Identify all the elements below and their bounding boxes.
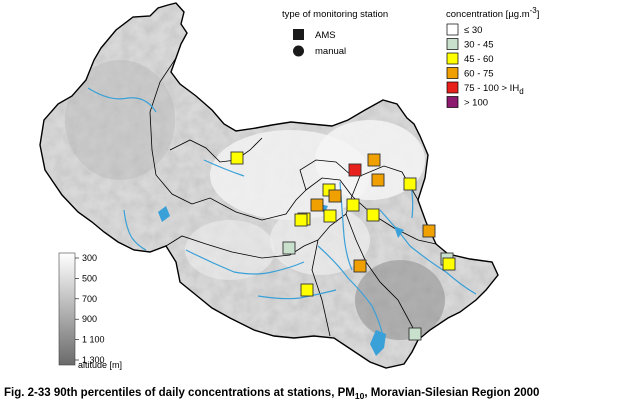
station-marker-square-icon [408,327,422,341]
station-type-ams-label: AMS [315,30,336,41]
concentration-class-label: 30 - 45 [464,40,494,51]
altitude-legend: 300 500 700 900 1 100 1 300 altitude [m] [58,252,122,370]
concentration-class-label: ≤ 30 [464,25,482,36]
station-marker-square-icon [346,198,360,212]
concentration-class-swatch [446,67,459,79]
station-marker-square-icon [367,153,381,167]
concentration-class-label: 60 - 75 [464,69,494,80]
station-marker-square-icon [422,224,436,238]
station-marker-square-icon [353,259,367,273]
lowland-areas [65,60,445,340]
station-type-legend-title: type of monitoring station [282,9,388,20]
concentration-class-label: 75 - 100 > IHd [464,83,524,96]
concentration-class-swatch [446,23,459,36]
manual-circle-icon [293,45,304,57]
station-marker-square-icon [442,257,456,271]
ams-square-icon [293,29,304,40]
altitude-tick-label: 900 [82,314,97,324]
station-marker-square-icon [371,173,385,187]
altitude-tick-label: 500 [82,273,97,283]
concentration-class-label: 45 - 60 [464,54,494,65]
altitude-unit-label: altitude [m] [78,360,122,370]
station-marker-square-icon [310,198,324,212]
region-terrain [40,3,498,368]
altitude-tick-label: 1 100 [82,335,105,345]
altitude-tick-label: 1 300 [82,355,105,365]
station-type-legend: type of monitoring station AMS manual [282,9,388,57]
station-marker-square-icon [300,283,314,297]
altitude-tick-label: 300 [82,253,97,263]
district-boundaries [149,57,437,341]
concentration-class-swatch [446,38,459,50]
station-marker-square-icon [403,177,417,191]
concentration-class-label: > 100 [464,98,488,109]
station-type-manual-label: manual [315,46,346,57]
figure-caption: Fig. 2-33 90th percentiles of daily conc… [4,387,539,401]
concentration-legend: concentration [µg.m-3] ≤ 30 30 - 45 45 - 6… [446,6,539,109]
altitude-tick-label: 700 [82,294,97,304]
station-marker-square-icon [328,189,342,203]
concentration-class-swatch [446,81,459,94]
station-marker-square-icon [348,163,362,177]
station-marker-square-icon [230,151,244,165]
station-marker-square-icon [323,209,337,223]
region-border [39,2,499,369]
rivers [87,87,477,341]
concentration-class-swatch [446,52,459,65]
concentration-class-swatch [446,96,459,108]
concentration-legend-title: concentration [µg.m-3] [446,6,539,20]
station-marker-square-icon [282,241,296,255]
station-marker-square-icon [294,213,308,227]
station-markers [230,151,456,341]
altitude-gradient-bar [58,252,76,366]
reservoirs [158,204,404,356]
station-marker-square-icon [366,208,380,222]
